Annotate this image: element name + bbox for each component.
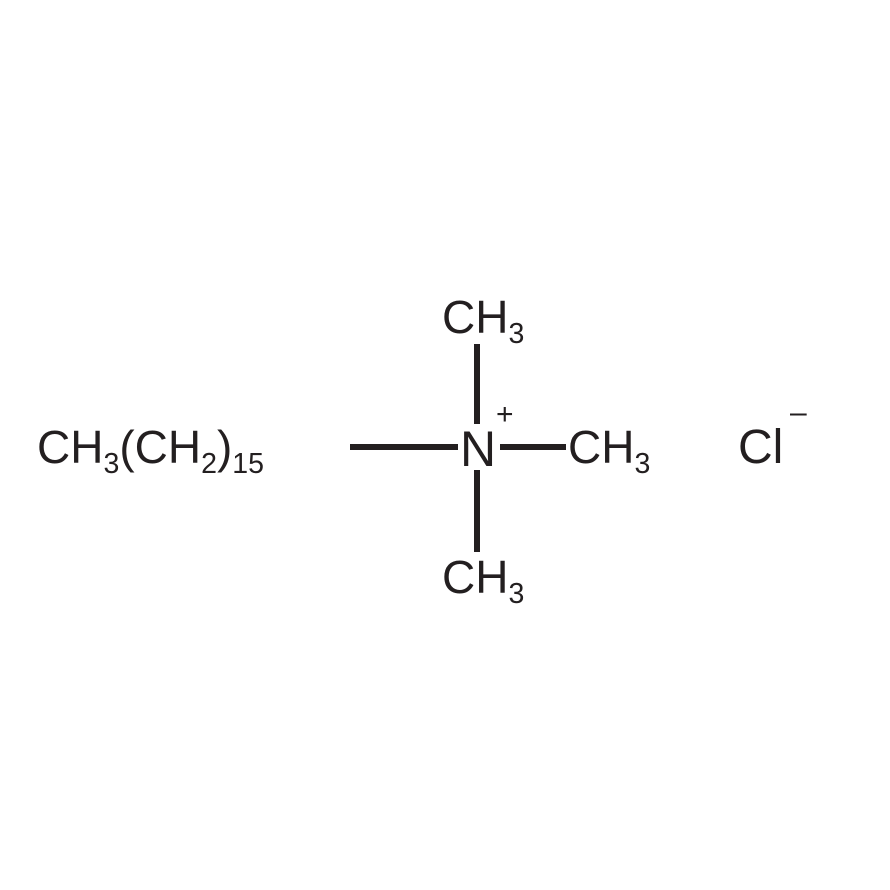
chemical-structure-canvas: CH3(CH2)15 N + CH3 CH3 CH3 Cl – <box>0 0 890 890</box>
bond-nitrogen-methyl-bottom <box>474 470 480 552</box>
nitrogen-atom: N <box>460 424 496 474</box>
methyl-bottom: CH3 <box>442 554 524 600</box>
methyl-top: CH3 <box>442 294 524 340</box>
negative-charge: – <box>790 398 807 428</box>
methyl-right: CH3 <box>568 424 650 470</box>
chloride-ion: Cl <box>738 424 783 472</box>
alkyl-chain-label: CH3(CH2)15 <box>37 424 264 470</box>
bond-nitrogen-methyl-top <box>474 344 480 424</box>
bond-nitrogen-methyl-right <box>500 444 566 450</box>
positive-charge: + <box>496 400 514 430</box>
bond-alkyl-nitrogen <box>350 444 458 450</box>
